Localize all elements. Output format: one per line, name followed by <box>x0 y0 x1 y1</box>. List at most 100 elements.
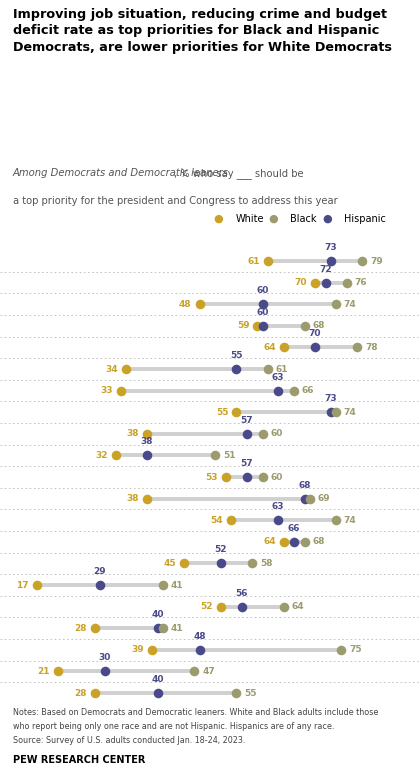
Point <box>223 471 229 483</box>
Text: Notes: Based on Democrats and Democratic leaners. White and Black adults include: Notes: Based on Democrats and Democratic… <box>13 708 378 717</box>
Text: Among Democrats and Democratic leaners: Among Democrats and Democratic leaners <box>13 168 228 178</box>
Point <box>118 385 124 397</box>
Text: 55: 55 <box>230 351 242 360</box>
Text: 34: 34 <box>105 364 118 374</box>
Text: 74: 74 <box>344 515 357 525</box>
Text: 53: 53 <box>205 472 218 482</box>
Point <box>265 363 271 375</box>
Text: 68: 68 <box>312 537 325 547</box>
Point <box>217 601 224 613</box>
Point <box>91 687 98 699</box>
Text: 60: 60 <box>270 429 283 439</box>
Text: 55: 55 <box>216 407 228 417</box>
Point <box>328 406 334 418</box>
Text: 68: 68 <box>312 321 325 330</box>
Point <box>343 276 350 289</box>
Text: 74: 74 <box>344 407 357 417</box>
Text: 73: 73 <box>324 394 337 404</box>
Point <box>291 385 297 397</box>
Point <box>233 363 239 375</box>
Text: 48: 48 <box>193 632 206 640</box>
Text: Improving job situation, reducing crime and budget
deficit rate as top prioritie: Improving job situation, reducing crime … <box>13 8 391 54</box>
Point <box>154 622 161 634</box>
Point <box>154 687 161 699</box>
Point <box>191 665 198 678</box>
Text: 75: 75 <box>349 645 362 655</box>
Point <box>233 406 239 418</box>
Point <box>312 341 318 353</box>
Text: 61: 61 <box>276 364 288 374</box>
Text: 51: 51 <box>223 451 236 460</box>
Point <box>259 428 266 440</box>
Point <box>55 665 61 678</box>
Text: 38: 38 <box>141 437 153 447</box>
Text: 60: 60 <box>270 472 283 482</box>
Text: 38: 38 <box>126 494 139 503</box>
Text: 72: 72 <box>319 264 332 274</box>
Point <box>301 493 308 505</box>
Text: who report being only one race and are not Hispanic. Hispanics are of any race.: who report being only one race and are n… <box>13 722 334 731</box>
Point <box>333 406 339 418</box>
Text: PEW RESEARCH CENTER: PEW RESEARCH CENTER <box>13 755 145 765</box>
Point <box>301 320 308 332</box>
Point <box>112 449 119 461</box>
Point <box>265 255 271 267</box>
Point <box>275 514 282 526</box>
Point <box>280 536 287 548</box>
Text: 64: 64 <box>263 537 276 547</box>
Text: 55: 55 <box>244 688 257 698</box>
Point <box>97 579 103 591</box>
Text: 57: 57 <box>240 459 253 468</box>
Point <box>338 644 345 656</box>
Text: Hispanic: Hispanic <box>344 214 386 224</box>
Text: 58: 58 <box>260 559 273 568</box>
Text: 59: 59 <box>237 321 249 330</box>
Point <box>160 579 166 591</box>
Point <box>212 449 219 461</box>
Text: Black: Black <box>290 214 316 224</box>
Point <box>149 644 156 656</box>
Text: 21: 21 <box>37 667 50 676</box>
Point <box>259 471 266 483</box>
Point <box>280 601 287 613</box>
Point <box>91 622 98 634</box>
Text: 76: 76 <box>354 278 367 287</box>
Point <box>244 428 250 440</box>
Text: 28: 28 <box>74 688 87 698</box>
Point <box>181 557 187 569</box>
Point <box>144 449 150 461</box>
Text: 47: 47 <box>202 667 215 676</box>
Point <box>238 601 245 613</box>
Text: 30: 30 <box>99 653 111 662</box>
Text: a top priority for the president and Congress to address this year: a top priority for the president and Con… <box>13 196 337 206</box>
Text: 69: 69 <box>318 494 330 503</box>
Text: 41: 41 <box>171 580 183 590</box>
Text: 41: 41 <box>171 624 183 633</box>
Text: 68: 68 <box>298 481 311 490</box>
Text: 28: 28 <box>74 624 87 633</box>
Point <box>328 255 334 267</box>
Text: 32: 32 <box>95 451 108 460</box>
Point <box>123 363 129 375</box>
Point <box>359 255 365 267</box>
Text: 40: 40 <box>151 610 164 619</box>
Text: 74: 74 <box>344 300 357 309</box>
Text: 66: 66 <box>288 524 300 533</box>
Point <box>333 298 339 310</box>
Point <box>228 514 234 526</box>
Point <box>254 320 260 332</box>
Text: 45: 45 <box>163 559 176 568</box>
Text: 66: 66 <box>302 386 315 395</box>
Text: 60: 60 <box>256 286 269 295</box>
Text: 64: 64 <box>291 602 304 611</box>
Point <box>144 428 150 440</box>
Point <box>249 557 255 569</box>
Point <box>196 644 203 656</box>
Text: ●: ● <box>323 214 333 224</box>
Text: , % who say ___ should be: , % who say ___ should be <box>174 168 304 179</box>
Point <box>217 557 224 569</box>
Text: 29: 29 <box>93 567 106 576</box>
Text: 63: 63 <box>272 502 284 511</box>
Text: 73: 73 <box>324 243 337 252</box>
Point <box>307 493 313 505</box>
